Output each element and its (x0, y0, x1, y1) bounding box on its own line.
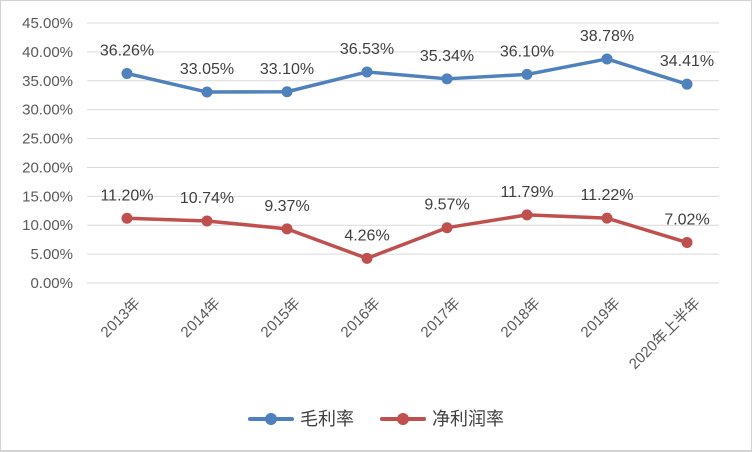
data-label-gross-margin: 36.10% (500, 43, 554, 60)
y-axis-tick-label: 40.00% (22, 44, 73, 61)
data-point-net-profit-margin (121, 212, 133, 224)
legend-item-net-profit-margin: 净利润率 (380, 410, 504, 428)
x-axis-tick-label: 2013年 (98, 295, 144, 341)
data-label-gross-margin: 34.41% (660, 53, 714, 70)
data-label-gross-margin: 33.05% (180, 61, 234, 78)
data-label-net-profit-margin: 11.20% (100, 187, 153, 204)
data-point-gross-margin (121, 67, 133, 79)
y-axis-tick-label: 15.00% (22, 188, 73, 205)
y-axis-tick-label: 5.00% (30, 246, 73, 263)
data-label-gross-margin: 38.78% (580, 28, 634, 45)
data-point-gross-margin (681, 78, 693, 90)
data-point-net-profit-margin (681, 236, 693, 248)
legend-line-marker-net-profit-margin-icon (380, 417, 426, 421)
data-label-gross-margin: 33.10% (260, 61, 314, 78)
x-axis-tick-label: 2020年上半年 (626, 295, 704, 373)
x-axis-tick-label: 2017年 (418, 295, 464, 341)
data-point-gross-margin (281, 86, 293, 98)
y-axis-tick-label: 35.00% (22, 73, 73, 90)
x-axis-tick-label: 2018年 (498, 295, 544, 341)
series-line-gross-margin (125, 57, 689, 94)
y-axis-tick-label: 25.00% (22, 131, 73, 148)
data-label-net-profit-margin: 7.02% (664, 211, 709, 228)
data-point-net-profit-margin (201, 215, 213, 227)
y-axis-tick-label: 0.00% (30, 275, 73, 292)
y-axis-tick-label: 45.00% (22, 15, 73, 32)
x-axis-tick-label: 2019年 (578, 295, 624, 341)
legend-label-net-profit-margin: 净利润率 (432, 409, 504, 429)
data-point-net-profit-margin (441, 222, 453, 234)
series-line-net-profit-margin (125, 213, 689, 261)
data-point-net-profit-margin (521, 209, 533, 221)
data-point-gross-margin (521, 68, 533, 80)
data-point-net-profit-margin (361, 252, 373, 264)
y-axis-tick-label: 20.00% (22, 159, 73, 176)
data-label-net-profit-margin: 11.79% (500, 184, 553, 201)
x-axis-tick-label: 2014年 (178, 295, 224, 341)
data-label-net-profit-margin: 4.26% (344, 227, 389, 244)
data-label-gross-margin: 36.26% (100, 42, 154, 59)
data-label-gross-margin: 35.34% (420, 48, 474, 65)
x-axis-tick-label: 2015年 (258, 295, 304, 341)
data-point-gross-margin (601, 53, 613, 65)
data-label-net-profit-margin: 9.57% (424, 197, 469, 214)
x-axis-tick-label: 2016年 (338, 295, 384, 341)
data-label-gross-margin: 36.53% (340, 41, 394, 58)
legend-item-gross-margin: 毛利率 (248, 410, 354, 428)
legend-line-marker-gross-margin-icon (248, 417, 294, 421)
chart-legend: 毛利率 净利润率 (1, 404, 751, 434)
data-point-gross-margin (201, 86, 213, 98)
y-axis-tick-label: 30.00% (22, 102, 73, 119)
data-label-net-profit-margin: 11.22% (580, 187, 633, 204)
data-point-gross-margin (361, 66, 373, 78)
data-point-gross-margin (441, 73, 453, 85)
legend-label-gross-margin: 毛利率 (300, 409, 354, 429)
data-point-net-profit-margin (281, 223, 293, 235)
data-label-net-profit-margin: 10.74% (180, 190, 234, 207)
data-point-net-profit-margin (601, 212, 613, 224)
y-axis-tick-label: 10.00% (22, 217, 73, 234)
data-label-net-profit-margin: 9.37% (264, 198, 309, 215)
